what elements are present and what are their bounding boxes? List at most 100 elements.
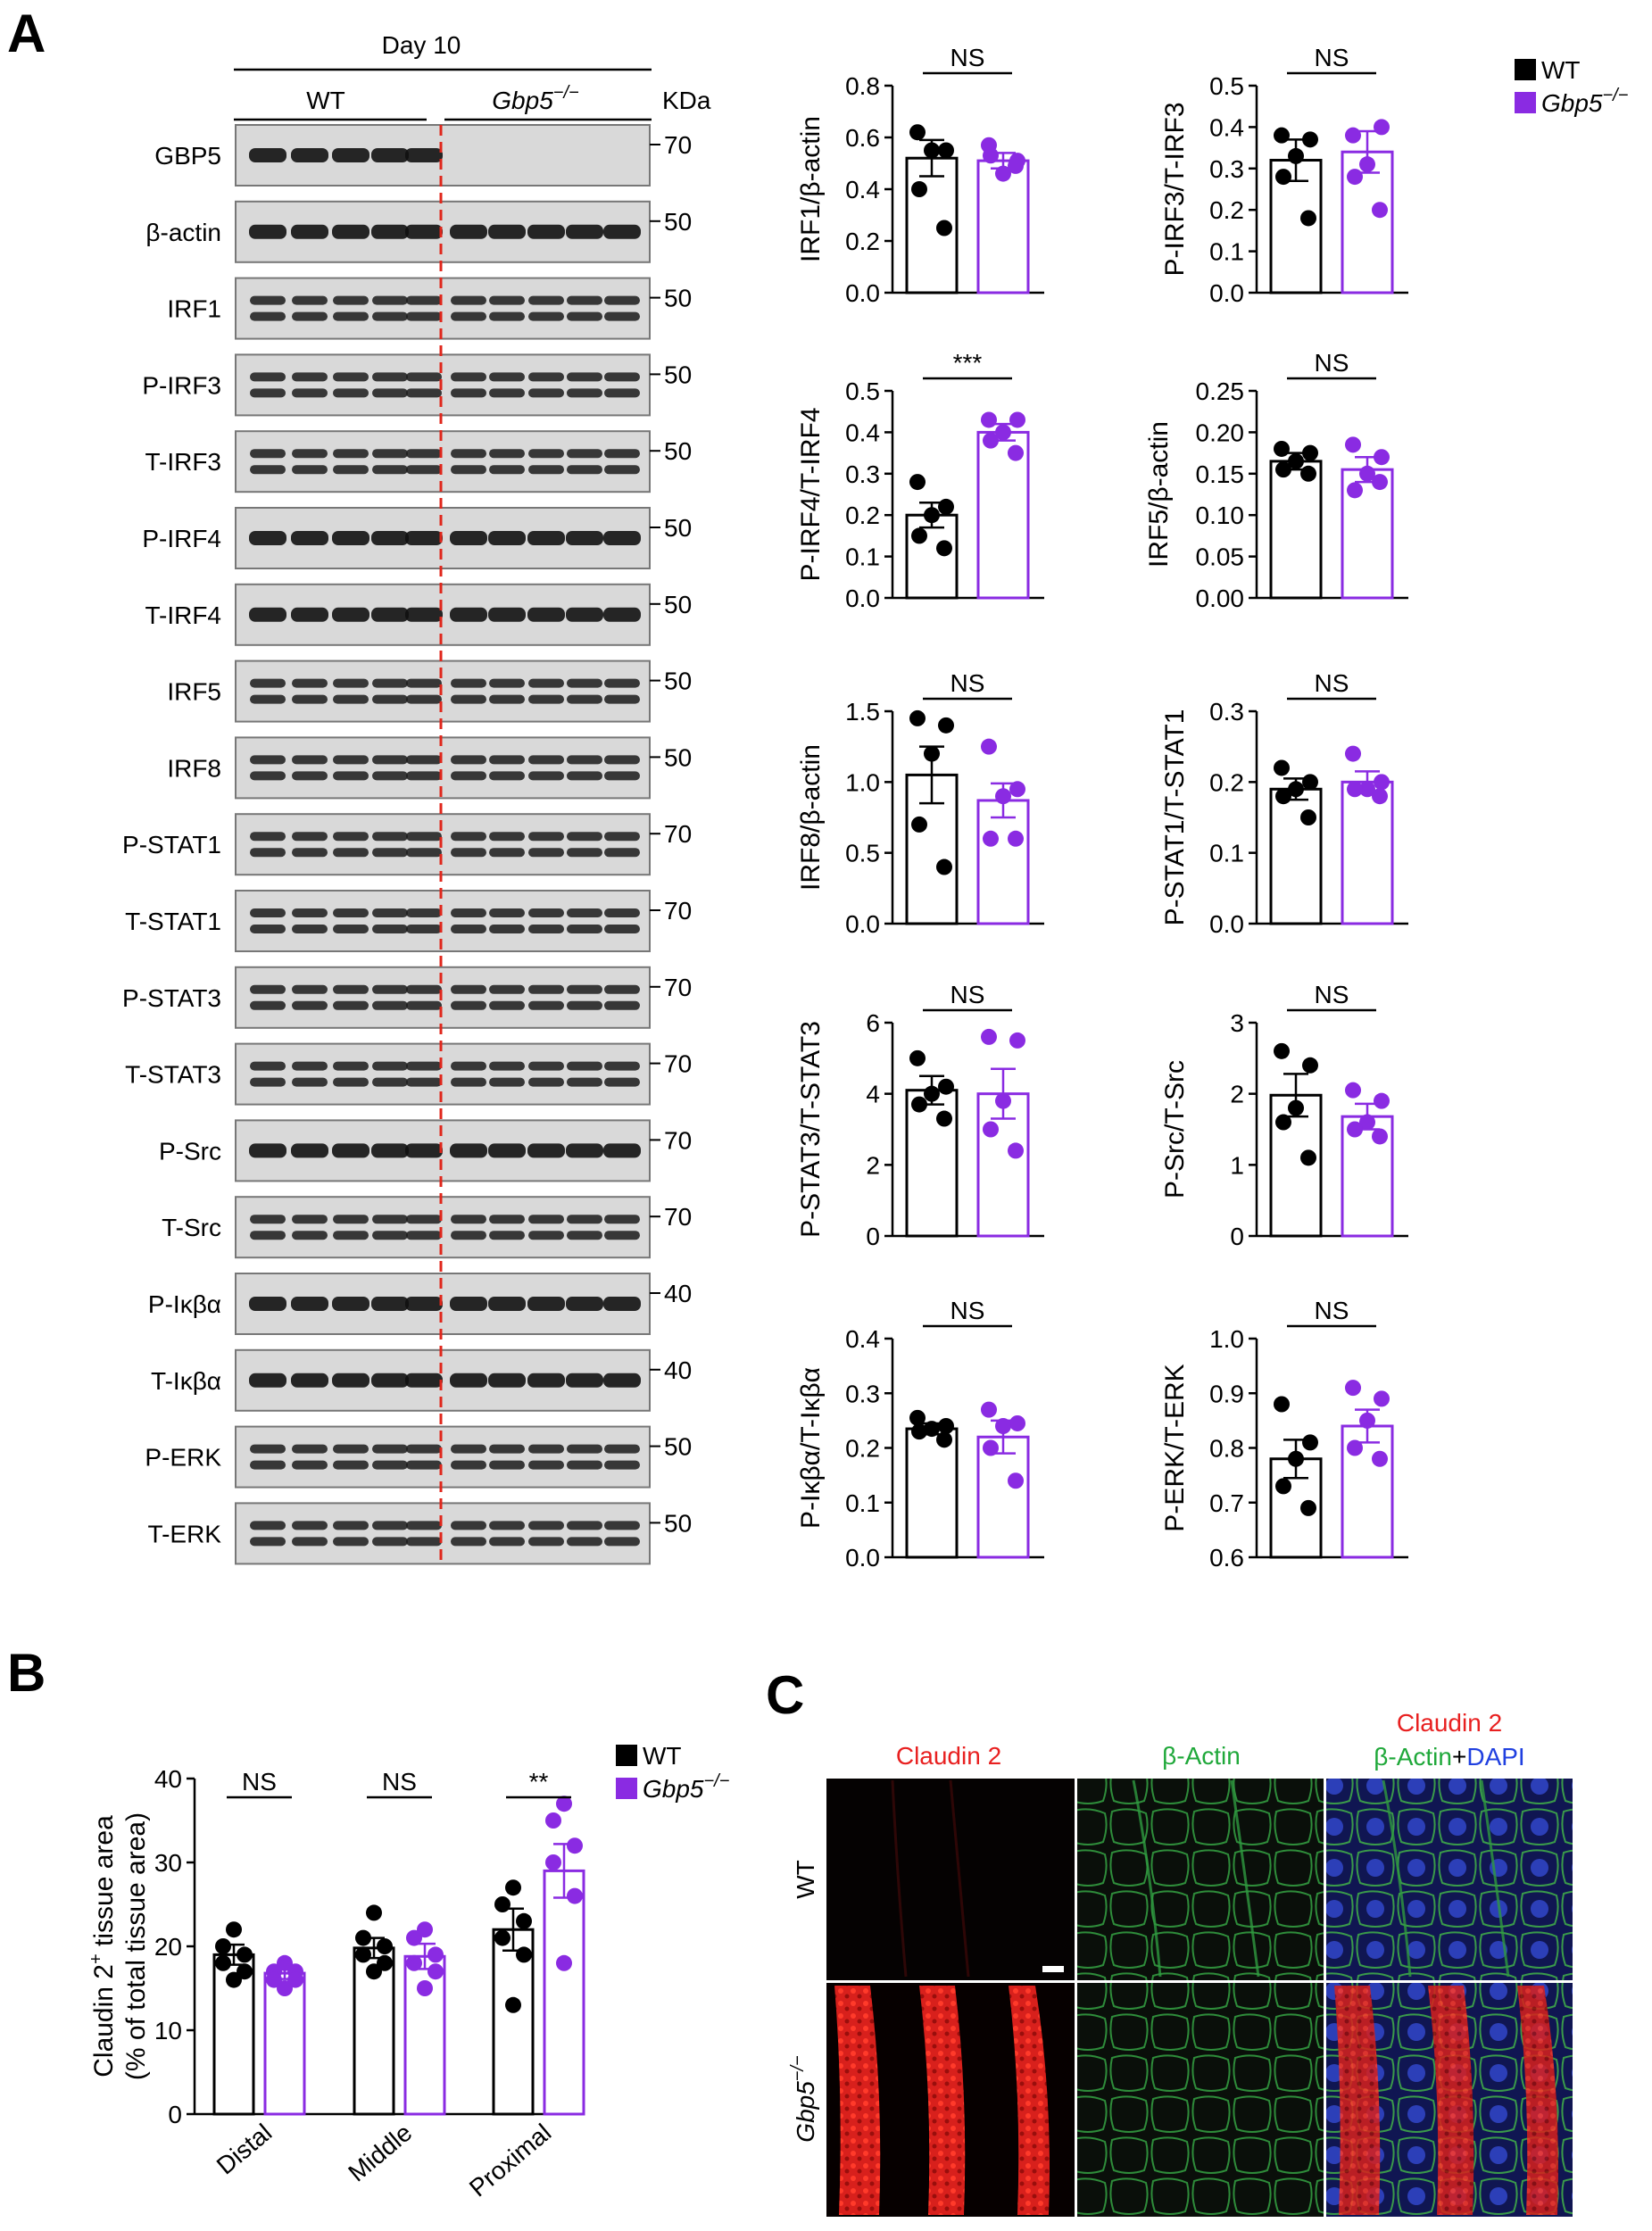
data-point [1374, 774, 1390, 791]
micro-title-actin: β-Actin [1162, 1742, 1241, 1770]
blot-band [406, 388, 442, 398]
blot-band [528, 908, 564, 917]
blot-strip [235, 736, 651, 800]
blot-row-irf5: IRF5 50 [167, 659, 692, 723]
blot-band [372, 449, 408, 459]
blot-band [603, 531, 641, 545]
blot-band [567, 1460, 602, 1470]
blot-band [604, 372, 640, 382]
blot-band [450, 1143, 487, 1158]
claudin-bar-chart: 0 10 20 30 40 Claudin 2+ tissue area (% of tot… [87, 1765, 585, 2202]
blot-strip [235, 1196, 651, 1259]
blot-band [372, 1444, 408, 1454]
data-point [981, 738, 997, 755]
y-tick-label: 0.2 [845, 1435, 880, 1463]
blot-band [567, 311, 602, 321]
blot-band [406, 1000, 442, 1010]
data-point [936, 1110, 952, 1127]
blot-band [451, 832, 486, 842]
chart-p-src-t-src: 0 1 2 3 P-Src/T-Src NS [1160, 981, 1408, 1250]
blot-band [249, 148, 286, 162]
chart-irf8-actin: 0.0 0.5 1.0 1.5 IRF8/β-actin NS [796, 669, 1044, 938]
panel-letter-a: A [7, 4, 46, 63]
blot-band [250, 848, 286, 858]
blot-band [567, 295, 602, 305]
data-point [1345, 745, 1361, 762]
blot-band [292, 372, 328, 382]
data-point [1359, 156, 1375, 173]
blot-label: GBP5 [154, 142, 221, 170]
blot-band [292, 678, 328, 688]
blot-band [292, 388, 328, 398]
sig-label: NS [951, 981, 985, 1008]
data-point [1008, 444, 1024, 461]
chart-p-stat3-t-stat3: 0 2 4 6 P-STAT3/T-STAT3 NS [796, 981, 1044, 1250]
blot-band [249, 1297, 286, 1311]
blot-label: IRF1 [167, 295, 221, 323]
y-tick-label: 0.10 [1196, 502, 1245, 529]
blot-band [372, 465, 408, 475]
blot-band [528, 1061, 564, 1071]
blot-band [292, 771, 328, 781]
blot-band [489, 1061, 525, 1071]
blot-band [371, 1373, 409, 1388]
claudin-stripes [834, 1986, 1050, 2215]
data-point [1345, 127, 1361, 144]
blot-band [333, 984, 369, 994]
blot-strip [235, 430, 651, 493]
legend-swatch-wt [1515, 59, 1536, 80]
blot-band [451, 311, 486, 321]
blot-label: P-Iκβα [148, 1290, 221, 1318]
blot-row-p-i: P-Iκβα 40 [148, 1273, 692, 1335]
blot-band [488, 1373, 526, 1388]
blot-band [489, 1444, 525, 1454]
blot-band [567, 1061, 602, 1071]
blot-band [567, 832, 602, 842]
blot-band [604, 925, 640, 933]
blot-band [567, 1444, 602, 1454]
blot-band [291, 531, 328, 545]
blot-band [567, 449, 602, 459]
blot-band [250, 925, 286, 933]
data-point [355, 1929, 371, 1946]
blot-band [450, 531, 487, 545]
data-point [1302, 1057, 1318, 1074]
data-point [1374, 449, 1390, 466]
blot-band [451, 984, 486, 994]
micro-title-merge-1: Claudin 2 [1397, 1709, 1502, 1737]
data-point [983, 830, 999, 847]
x-tick-label: Middle [343, 2119, 417, 2187]
blot-band [292, 908, 328, 917]
data-point [936, 220, 952, 236]
blot-band [249, 1143, 286, 1158]
y-axis-label: P-STAT3/T-STAT3 [796, 1021, 826, 1238]
sig-label: NS [1315, 669, 1349, 697]
blot-band [604, 1215, 640, 1224]
blot-band [292, 1061, 328, 1071]
y-axis-label: P-Iκβα/T-Iκβα [796, 1367, 826, 1529]
blot-band [292, 295, 328, 305]
blot-band [567, 925, 602, 933]
blot-band [603, 607, 641, 622]
blot-row-irf1: IRF1 50 [167, 277, 692, 340]
mw-label: 50 [664, 437, 692, 465]
blot-band [450, 224, 487, 239]
y-tick-label: 0.1 [1209, 840, 1244, 867]
data-point [494, 1896, 511, 1912]
blot-band [451, 1444, 486, 1454]
blot-band [371, 531, 409, 545]
mw-label: 50 [664, 1433, 692, 1461]
y-tick-label: 30 [154, 1849, 182, 1877]
blot-band [604, 984, 640, 994]
blot-band [291, 1297, 328, 1311]
data-point [417, 1980, 433, 1996]
blot-band [566, 1143, 603, 1158]
data-point [1288, 1099, 1304, 1116]
blot-strip [235, 813, 651, 876]
blot-band [292, 1537, 328, 1547]
mw-label: 50 [664, 743, 692, 771]
y-tick-label: 0.1 [1209, 238, 1244, 266]
data-point [1009, 1414, 1025, 1431]
blot-band [567, 372, 602, 382]
blot-band [250, 694, 286, 704]
